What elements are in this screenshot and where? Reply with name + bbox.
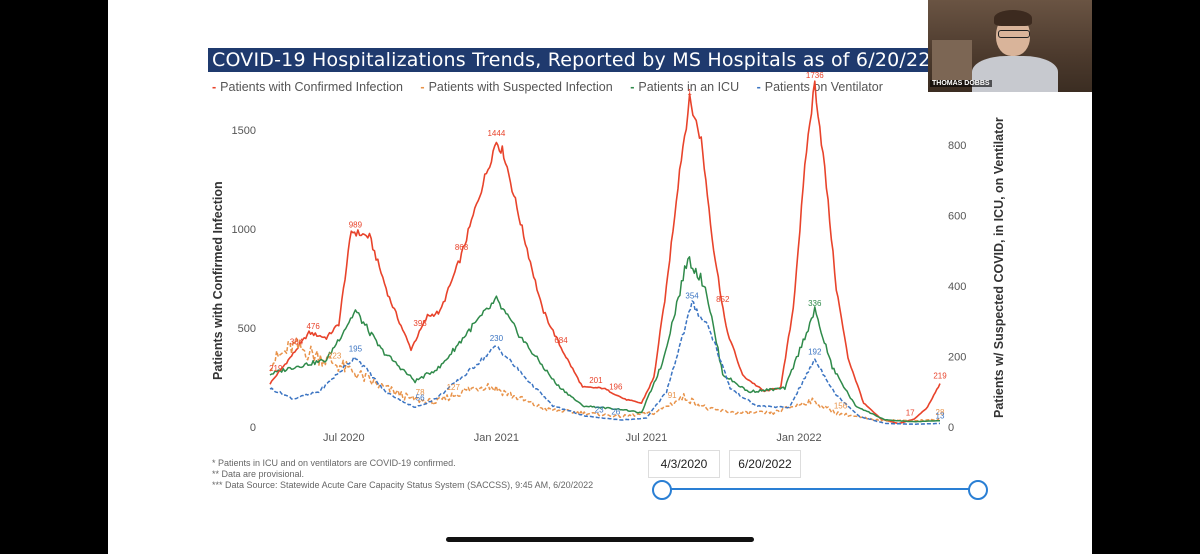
data-label: 219 [269,364,283,373]
webcam-name-label: THOMAS DOBBS [930,80,992,87]
legend-item-confirmed[interactable]: - Patients with Confirmed Infection [212,80,403,94]
legend-swatch-suspected: - [420,80,425,94]
data-label: 384 [290,337,304,346]
date-range-end-handle[interactable] [968,480,988,500]
y-tick-left-1000: 1000 [232,224,256,236]
data-label: 219 [933,372,947,381]
webcam-person-glasses [998,30,1030,38]
legend-swatch-ventilator: - [756,80,761,94]
data-label: 684 [554,336,568,345]
legend-swatch-icu: - [630,80,635,94]
data-label: 13 [936,411,945,420]
webcam-shelf [932,40,972,80]
y-tick-right-0: 0 [948,422,954,434]
chart-legend: - Patients with Confirmed Infection - Pati… [212,80,932,96]
y-tick-left-500: 500 [238,323,256,335]
legend-item-ventilator[interactable]: - Patients on Ventilator [757,80,883,94]
data-label: 1736 [806,71,824,80]
legend-swatch-confirmed: - [212,80,217,94]
y-axis-right: 0 200 400 600 800 [948,140,966,434]
data-label: 868 [455,243,469,252]
data-label: 852 [716,295,730,304]
footnote-1: * Patients in ICU and on ventilators are… [212,458,456,468]
y-tick-left-1500: 1500 [232,125,256,137]
legend-label-suspected: Patients with Suspected Infection [428,80,613,94]
data-label: 17 [906,408,915,417]
date-range-start-handle[interactable] [652,480,672,500]
data-label: 1 [687,88,692,97]
data-label: 230 [490,334,504,343]
data-label: 195 [349,345,363,354]
y-tick-right-800: 800 [948,140,966,152]
legend-label-ventilator: Patients on Ventilator [764,80,883,94]
x-axis: Jul 2020 Jan 2021 Jul 2021 Jan 2022 [323,432,822,444]
data-label: 78 [416,388,425,397]
data-label: 393 [413,319,427,328]
x-tick-jul-2021: Jul 2021 [626,432,668,444]
slide [108,0,1092,554]
x-tick-jul-2020: Jul 2020 [323,432,365,444]
legend-item-icu[interactable]: - Patients in an ICU [630,80,739,94]
x-tick-jan-2021: Jan 2021 [474,432,519,444]
footnote-3: *** Data Source: Statewide Acute Care Ca… [212,480,594,490]
y-axis-left: 0 500 1000 1500 [232,125,256,434]
footnotes: * Patients in ICU and on ventilators are… [212,458,593,491]
legend-label-icu: Patients in an ICU [638,80,740,94]
data-label: 354 [685,292,699,301]
series-line-patients-in-an-icu [269,256,940,423]
y-tick-left-0: 0 [250,422,256,434]
data-label: 26 [611,407,620,416]
webcam-video: THOMAS DOBBS [928,0,1092,92]
series-line-patients-with-suspected-infection [269,337,941,423]
series-lines [269,80,941,425]
data-label: 989 [349,220,363,229]
data-label: 156 [834,402,848,411]
y-tick-right-600: 600 [948,211,966,223]
data-label: 336 [808,299,822,308]
chart-title: COVID-19 Hospitalizations Trends, Report… [208,48,934,72]
webcam-person-hair [994,10,1032,26]
start-date-input[interactable]: 4/3/2020 [648,450,720,478]
data-label: 476 [306,322,320,331]
date-range-slider-track[interactable] [660,488,978,490]
data-label: 201 [589,376,603,385]
data-label: 196 [609,383,623,392]
data-label: 223 [328,351,342,360]
footnote-2: ** Data are provisional. [212,469,305,479]
y-tick-right-400: 400 [948,281,966,293]
x-tick-jan-2022: Jan 2022 [776,432,821,444]
legend-item-suspected[interactable]: - Patients with Suspected Infection [420,80,612,94]
data-label: 56 [416,394,425,403]
data-label: 23 [595,406,604,415]
data-label: 1444 [487,129,505,138]
home-indicator[interactable] [446,537,754,542]
series-line-patients-with-confirmed-infection [269,80,941,425]
data-label: 192 [808,347,822,356]
y-tick-right-200: 200 [948,352,966,364]
data-label: 28 [936,408,945,417]
legend-label-confirmed: Patients with Confirmed Infection [220,80,403,94]
data-label: 127 [447,383,461,392]
data-label: 91 [668,391,677,400]
end-date-input[interactable]: 6/20/2022 [729,450,801,478]
